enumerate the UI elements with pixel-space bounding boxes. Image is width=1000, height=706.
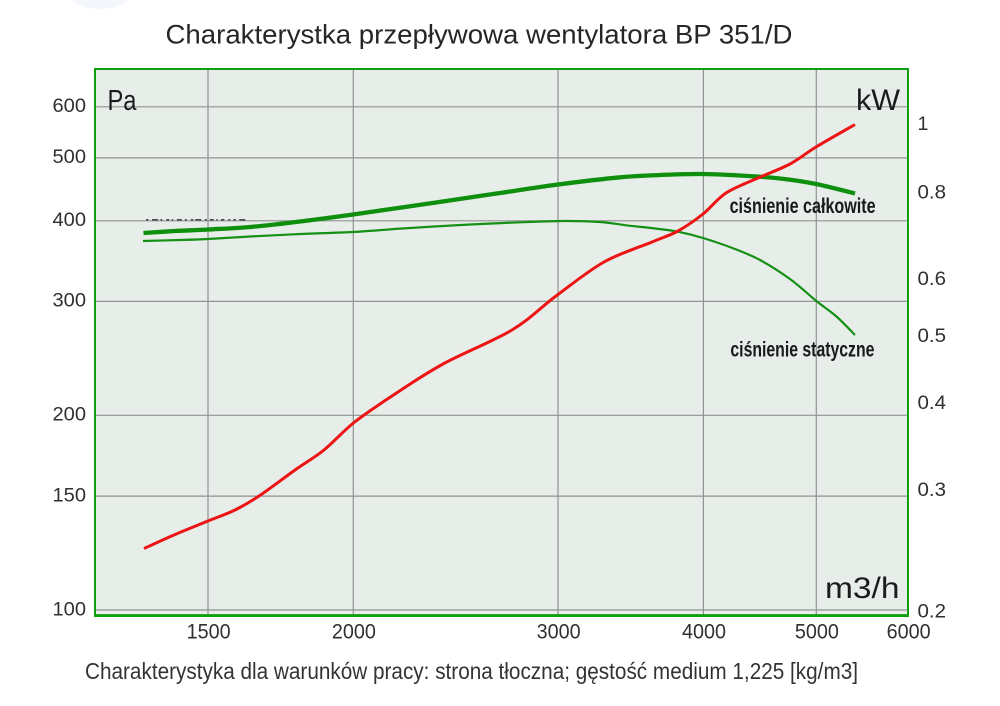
svg-text:150: 150 — [53, 484, 87, 506]
svg-text:m3/h: m3/h — [825, 572, 900, 605]
svg-text:1: 1 — [918, 113, 929, 135]
svg-text:0.3: 0.3 — [918, 479, 947, 501]
svg-text:0.2: 0.2 — [918, 600, 947, 622]
svg-text:300: 300 — [53, 290, 87, 312]
svg-text:100: 100 — [53, 598, 87, 620]
svg-text:1500: 1500 — [187, 621, 231, 644]
svg-text:ciśnienie całkowite: ciśnienie całkowite — [730, 195, 876, 218]
svg-text:400: 400 — [53, 209, 87, 231]
svg-text:3000: 3000 — [537, 621, 581, 644]
svg-text:0.8: 0.8 — [918, 182, 947, 204]
svg-text:200: 200 — [53, 404, 87, 426]
svg-text:Pa: Pa — [108, 85, 138, 117]
svg-text:2000: 2000 — [332, 621, 376, 644]
svg-text:5000: 5000 — [795, 621, 839, 644]
svg-text:kW: kW — [856, 84, 901, 117]
svg-text:600: 600 — [53, 95, 87, 117]
svg-text:0.6: 0.6 — [918, 268, 947, 290]
svg-text:0.4: 0.4 — [918, 392, 947, 414]
svg-text:Charakterystka przepływowa wen: Charakterystka przepływowa wentylatora B… — [166, 20, 793, 50]
svg-text:Charakterystyka dla warunków p: Charakterystyka dla warunków pracy: stro… — [85, 658, 858, 684]
svg-text:500: 500 — [53, 146, 87, 168]
svg-text:6000: 6000 — [887, 621, 931, 644]
svg-text:4000: 4000 — [682, 621, 726, 644]
svg-text:0.5: 0.5 — [918, 325, 947, 347]
svg-text:ciśnienie statyczne: ciśnienie statyczne — [730, 339, 874, 362]
